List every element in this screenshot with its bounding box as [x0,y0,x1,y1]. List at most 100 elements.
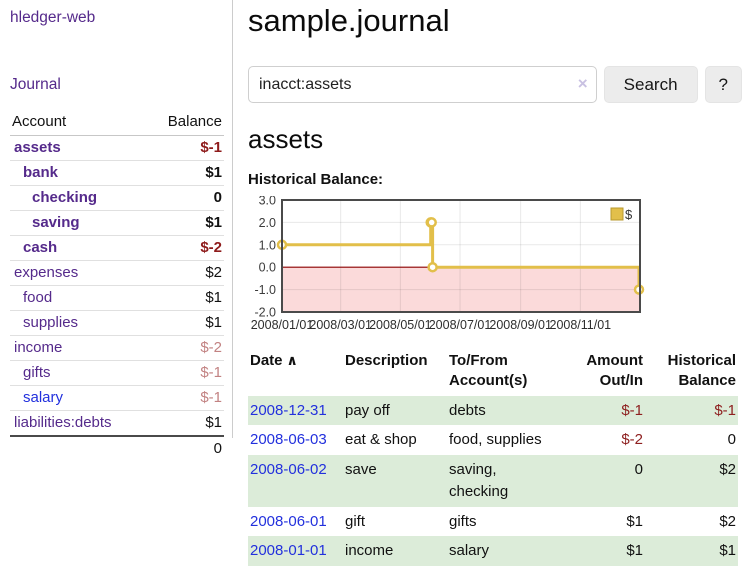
accounts-tbody: assets $-1 bank $1 checking 0 saving $1 cash $-2 e… [10,136,224,436]
plot-border [281,199,641,313]
sidebar-item-journal[interactable]: Journal [10,76,61,93]
transaction-date-cell: 2008-06-02 [248,455,345,507]
account-row: income $-2 [10,335,224,361]
accounts-header-balance: Balance [146,109,224,136]
account-name-cell: saving [10,210,147,236]
account-link[interactable]: assets [14,139,61,156]
transaction-description: save [345,455,449,507]
transaction-accounts: salary [449,536,561,566]
accounts-table: Account Balance assets $-1 bank $1 checking 0… [10,109,224,460]
transaction-date-cell: 2008-06-01 [248,507,345,537]
transaction-row: 2008-06-03 eat & shop food, supplies $-2 0 [248,425,738,455]
page-title: sample.journal [248,3,450,38]
y-axis-tick-label: -1.0 [254,283,276,297]
y-axis-tick-label: 3.0 [259,196,276,208]
x-axis-tick-label: 2008/03/01 [309,318,372,332]
account-name-cell: cash [10,235,147,261]
transaction-date-cell: 2008-01-01 [248,536,345,566]
account-link[interactable]: gifts [23,364,51,381]
y-axis-tick-label: 1.0 [259,238,276,252]
account-name-cell: checking [10,185,147,211]
transaction-balance: 0 [727,431,736,449]
historical-balance-chart: $3.0 2.0 1.0 0.0 -1.0 -2.02008/01/012008/03/0… [251,196,645,332]
transaction-date-link[interactable]: 2008-06-03 [250,431,327,449]
transaction-description: eat & shop [345,431,417,449]
search-form: × Search ? [248,66,742,103]
data-point-marker [426,217,437,228]
account-name-cell: expenses [10,260,147,286]
transaction-accounts: gifts [449,512,477,530]
sidebar: hledger-web Journal Account Balance asse… [0,0,233,460]
transaction-row: 2008-12-31 pay off debts $-1 $-1 [248,395,738,426]
account-balance: $-1 [200,139,222,156]
account-balance: $1 [146,285,224,311]
clear-search-icon[interactable]: × [577,74,588,93]
x-axis-tick-label: 2008/11/01 [550,318,612,332]
account-link[interactable]: income [14,339,63,356]
transaction-balance: $-1 [645,395,738,426]
account-name-cell: bank [10,160,147,186]
account-name-cell: supplies [10,310,147,336]
transaction-description: income [345,536,449,566]
column-amount: Amount Out/In [586,352,643,390]
account-balance: $1 [146,160,224,186]
account-name-cell: income [10,335,147,361]
account-name-cell: assets [10,136,147,161]
transactions-header-row: Date ∧ Description To/From Account(s) Amo… [248,349,738,396]
transaction-date-link[interactable]: 2008-12-31 [250,401,327,419]
transaction-date-link[interactable]: 2008-01-01 [250,542,327,560]
column-date[interactable]: Date ∧ [250,352,298,369]
account-link[interactable]: supplies [23,314,79,331]
account-row: supplies $1 [10,310,224,336]
account-link[interactable]: checking [32,189,98,206]
transaction-row: 2008-01-01 income salary $1 $1 [248,536,738,566]
transaction-accounts: food, supplies [449,431,542,449]
legend-label: $ [625,207,633,222]
account-balance: $2 [146,260,224,286]
sort-asc-icon: ∧ [286,352,298,368]
transaction-balance: $2 [719,512,736,530]
transaction-accounts: debts [449,395,561,426]
search-input[interactable] [248,66,597,103]
transaction-row: 2008-06-02 save saving, checking 0 $2 [248,455,738,507]
transaction-date-link[interactable]: 2008-06-02 [250,461,327,478]
account-name-cell: food [10,285,147,311]
account-link[interactable]: liabilities:debts [14,414,112,431]
legend-swatch [610,207,624,221]
account-link[interactable]: cash [23,239,58,256]
app-brand-link[interactable]: hledger-web [10,9,96,26]
account-balance: $1 [146,310,224,336]
help-button[interactable]: ? [704,66,742,103]
transactions-table: Date ∧ Description To/From Account(s) Amo… [248,349,738,566]
transactions-tbody: 2008-12-31 pay off debts $-1 $-1 2008-06-03 ea… [248,395,738,566]
transaction-amount: $1 [626,512,643,530]
transaction-date-cell: 2008-12-31 [248,395,345,426]
account-row: liabilities:debts $1 [10,410,224,436]
accounts-total-spacer [10,435,147,460]
account-row: gifts $-1 [10,360,224,386]
transaction-balance: $2 [645,455,738,507]
account-balance: $1 [146,410,224,436]
accounts-total-value: 0 [146,435,224,460]
account-link[interactable]: food [23,289,53,306]
account-row: expenses $2 [10,260,224,286]
account-balance: $-1 [146,360,224,386]
account-name-cell: salary [10,385,147,411]
column-description: Description [345,352,428,369]
account-row: assets $-1 [10,136,224,161]
main-content: sample.journal × Search ? assets Histori… [248,0,742,566]
account-name-cell: gifts [10,360,147,386]
account-link[interactable]: salary [23,389,64,406]
search-button[interactable]: Search [603,66,698,103]
column-balance: Historical Balance [667,352,736,390]
account-balance: $-1 [146,385,224,411]
account-link[interactable]: saving [32,214,80,231]
transaction-amount: $-2 [621,431,643,449]
transaction-date-link[interactable]: 2008-06-01 [250,512,327,530]
accounts-header-account: Account [10,109,147,136]
y-axis-tick-label: 2.0 [259,216,276,230]
account-link[interactable]: expenses [14,264,79,281]
account-balance: $1 [146,210,224,236]
account-link[interactable]: bank [23,164,59,181]
account-row: bank $1 [10,160,224,186]
